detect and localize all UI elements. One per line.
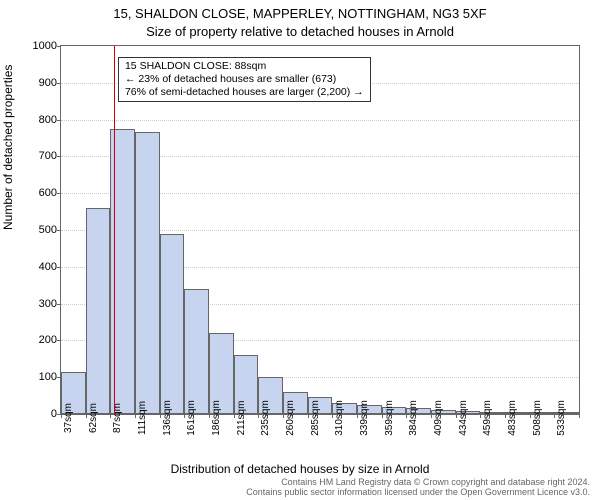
- xtick-label: 434sqm: [456, 400, 469, 436]
- ytick-label: 0: [51, 408, 57, 420]
- xtick-mark: [579, 414, 580, 418]
- xtick-label: 459sqm: [480, 400, 493, 436]
- xtick-label: 260sqm: [283, 400, 296, 436]
- xtick-label: 310sqm: [332, 400, 345, 436]
- ytick-mark: [57, 120, 61, 121]
- ytick-label: 300: [39, 298, 57, 310]
- xtick-label: 37sqm: [61, 403, 74, 433]
- reference-line: [114, 46, 115, 414]
- ytick-mark: [57, 83, 61, 84]
- ytick-label: 200: [39, 334, 57, 346]
- xtick-label: 186sqm: [209, 400, 222, 436]
- histogram-bar: [184, 289, 209, 414]
- ytick-mark: [57, 267, 61, 268]
- ytick-label: 400: [39, 261, 57, 273]
- xtick-label: 235sqm: [258, 400, 271, 436]
- annotation-line1: 15 SHALDON CLOSE: 88sqm: [125, 60, 364, 73]
- ytick-label: 800: [39, 114, 57, 126]
- ytick-mark: [57, 230, 61, 231]
- plot-area: 0100200300400500600700800900100037sqm62s…: [60, 45, 580, 415]
- ytick-mark: [57, 156, 61, 157]
- footer-line1: Contains HM Land Registry data © Crown c…: [281, 477, 590, 487]
- histogram-bar: [86, 208, 111, 414]
- annotation-box: 15 SHALDON CLOSE: 88sqm← 23% of detached…: [118, 57, 371, 102]
- xtick-label: 161sqm: [184, 400, 197, 436]
- chart-title-line1: 15, SHALDON CLOSE, MAPPERLEY, NOTTINGHAM…: [0, 6, 600, 21]
- xtick-label: 285sqm: [308, 400, 321, 436]
- ytick-mark: [57, 304, 61, 305]
- ytick-label: 1000: [33, 40, 57, 52]
- xtick-label: 211sqm: [234, 401, 247, 436]
- histogram-bar: [135, 132, 160, 414]
- ytick-mark: [57, 193, 61, 194]
- ytick-mark: [57, 340, 61, 341]
- xtick-label: 111sqm: [135, 401, 148, 435]
- xtick-label: 87sqm: [110, 403, 123, 433]
- ytick-label: 900: [39, 77, 57, 89]
- ytick-label: 600: [39, 187, 57, 199]
- ytick-mark: [57, 46, 61, 47]
- xtick-label: 409sqm: [431, 400, 444, 436]
- xtick-label: 508sqm: [530, 400, 543, 436]
- ytick-label: 500: [39, 224, 57, 236]
- x-axis-label: Distribution of detached houses by size …: [0, 462, 600, 476]
- xtick-label: 533sqm: [554, 400, 567, 436]
- annotation-line2: ← 23% of detached houses are smaller (67…: [125, 73, 364, 86]
- xtick-label: 136sqm: [160, 400, 173, 436]
- xtick-label: 62sqm: [86, 403, 99, 433]
- histogram-bar: [160, 234, 185, 414]
- y-axis-label: Number of detached properties: [1, 65, 15, 230]
- xtick-label: 339sqm: [357, 400, 370, 436]
- footer-line2: Contains public sector information licen…: [246, 487, 590, 497]
- footer-attribution: Contains HM Land Registry data © Crown c…: [10, 478, 590, 498]
- xtick-label: 359sqm: [382, 400, 395, 436]
- ytick-label: 100: [39, 371, 57, 383]
- gridline: [61, 120, 579, 121]
- xtick-label: 483sqm: [505, 400, 518, 436]
- chart-title-line2: Size of property relative to detached ho…: [0, 24, 600, 39]
- ytick-label: 700: [39, 150, 57, 162]
- xtick-label: 384sqm: [406, 400, 419, 436]
- chart-container: 15, SHALDON CLOSE, MAPPERLEY, NOTTINGHAM…: [0, 0, 600, 500]
- annotation-line3: 76% of semi-detached houses are larger (…: [125, 86, 364, 99]
